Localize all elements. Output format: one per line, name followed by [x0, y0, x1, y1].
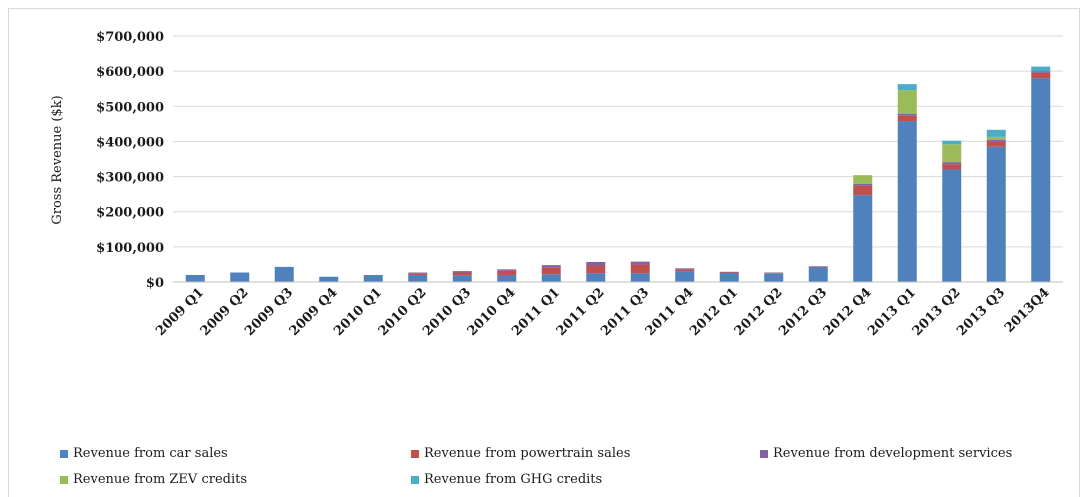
bar-segment — [675, 269, 695, 272]
bar-segment — [408, 273, 428, 275]
bar-segment — [1031, 66, 1051, 72]
y-tick-label: $500,000 — [96, 100, 164, 115]
legend-label: Revenue from car sales — [73, 446, 228, 461]
bar-segment — [986, 146, 1006, 282]
bar-segment — [897, 90, 917, 115]
legend-label: Revenue from GHG credits — [424, 472, 603, 487]
bar-segment — [942, 164, 962, 170]
bar-segment — [185, 274, 205, 282]
bars — [185, 66, 1051, 283]
bar-segment — [1031, 72, 1051, 79]
bar-segment — [452, 272, 472, 276]
bar-segment — [986, 136, 1006, 141]
bar-segment — [586, 265, 606, 274]
bar-segment — [274, 266, 294, 282]
bar-segment — [452, 275, 472, 282]
bar-segment — [942, 140, 962, 145]
bar-segment — [808, 267, 828, 282]
bar-segment — [808, 266, 828, 268]
bar-segment — [986, 141, 1006, 147]
legend-swatch — [411, 449, 419, 458]
stacked-bar-chart: $0 $100,000 $200,000 $300,000 $400,000 $500,0… — [50, 30, 1063, 339]
legend-item-development-services: Revenue from development services — [760, 446, 1012, 461]
bar-segment — [764, 272, 784, 274]
bar-segment — [719, 272, 739, 274]
bar-segment — [497, 269, 517, 271]
bar-segment — [408, 274, 428, 282]
bar-segment — [452, 271, 472, 273]
bar-segment — [853, 175, 873, 184]
legend-label: Revenue from powertrain sales — [424, 446, 631, 461]
y-tick-label: $700,000 — [96, 30, 164, 45]
bar-segment — [630, 261, 650, 265]
bar-segment — [1031, 71, 1051, 73]
bar-segment — [630, 264, 650, 274]
bar-segment — [541, 267, 561, 275]
bar-segment — [586, 261, 606, 266]
bar-segment — [541, 274, 561, 282]
bar-segment — [586, 273, 606, 282]
legend-item-ghg-credits: Revenue from GHG credits — [411, 472, 602, 487]
bar-segment — [541, 265, 561, 268]
bar-segment — [986, 140, 1006, 142]
bar-segment — [897, 115, 917, 122]
bar-segment — [630, 273, 650, 282]
y-tick-label: $300,000 — [96, 171, 164, 186]
legend-swatch — [60, 475, 68, 484]
legend-item-powertrain-sales: Revenue from powertrain sales — [411, 446, 630, 461]
x-tick-label: 2013 Q3 — [954, 285, 1008, 339]
bar-segment — [363, 275, 383, 282]
bar-segment — [853, 185, 873, 196]
legend-swatch — [760, 449, 768, 458]
bar-segment — [1031, 78, 1051, 283]
legend-label: Revenue from development services — [773, 446, 1013, 461]
legend-item-car-sales: Revenue from car sales — [60, 446, 228, 461]
y-tick-label: $0 — [146, 276, 164, 291]
bar-segment — [897, 121, 917, 282]
y-axis-ticks: $0 $100,000 $200,000 $300,000 $400,000 $500,0… — [96, 30, 164, 291]
legend-swatch — [411, 475, 419, 484]
bar-segment — [942, 169, 962, 282]
legend-label: Revenue from ZEV credits — [73, 472, 248, 487]
bar-segment — [986, 129, 1006, 137]
bar-segment — [897, 114, 917, 116]
bar-segment — [764, 273, 784, 282]
y-tick-label: $400,000 — [96, 135, 164, 150]
y-tick-label: $200,000 — [96, 206, 164, 221]
bar-segment — [764, 273, 784, 274]
y-tick-label: $100,000 — [96, 241, 164, 256]
x-tick-label: 2013Q4 — [1002, 285, 1053, 336]
bar-segment — [675, 271, 695, 282]
bar-segment — [719, 273, 739, 282]
bar-segment — [363, 274, 383, 276]
bar-segment — [675, 268, 695, 270]
legend-item-zev-credits: Revenue from ZEV credits — [60, 472, 247, 487]
bar-segment — [319, 276, 339, 282]
bar-segment — [363, 275, 383, 276]
y-axis-label: Gross Revenue ($k) — [50, 95, 65, 224]
y-tick-label: $600,000 — [96, 65, 164, 80]
bar-segment — [942, 144, 962, 163]
bar-segment — [408, 272, 428, 274]
bar-segment — [942, 162, 962, 165]
bar-segment — [497, 270, 517, 275]
gridlines — [173, 35, 1063, 248]
bar-segment — [853, 195, 873, 282]
bar-segment — [853, 183, 873, 186]
bar-segment — [230, 272, 250, 282]
bar-segment — [497, 274, 517, 282]
bar-segment — [719, 271, 739, 273]
bar-segment — [808, 266, 828, 267]
legend-swatch — [60, 449, 68, 458]
bar-segment — [897, 84, 917, 91]
